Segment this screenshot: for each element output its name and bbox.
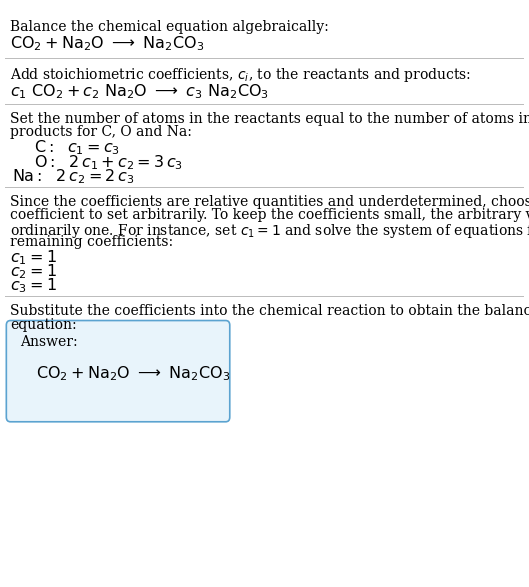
Text: equation:: equation:: [11, 318, 77, 332]
Text: Balance the chemical equation algebraically:: Balance the chemical equation algebraica…: [11, 20, 329, 34]
Text: $c_1\ \mathrm{CO_2} + c_2\ \mathrm{Na_2O}\ \longrightarrow\ c_3\ \mathrm{Na_2CO_: $c_1\ \mathrm{CO_2} + c_2\ \mathrm{Na_2O…: [11, 82, 270, 100]
Text: Set the number of atoms in the reactants equal to the number of atoms in the: Set the number of atoms in the reactants…: [11, 112, 529, 126]
Text: coefficient to set arbitrarily. To keep the coefficients small, the arbitrary va: coefficient to set arbitrarily. To keep …: [11, 208, 529, 222]
Text: $c_3 = 1$: $c_3 = 1$: [11, 276, 57, 295]
Text: $c_1 = 1$: $c_1 = 1$: [11, 249, 57, 267]
FancyBboxPatch shape: [6, 321, 230, 422]
Text: remaining coefficients:: remaining coefficients:: [11, 235, 174, 249]
Text: Since the coefficients are relative quantities and underdetermined, choose a: Since the coefficients are relative quan…: [11, 195, 529, 209]
Text: $\mathrm{CO_2 + Na_2O\ \longrightarrow\ Na_2CO_3}$: $\mathrm{CO_2 + Na_2O\ \longrightarrow\ …: [37, 365, 231, 383]
Text: $c_2 = 1$: $c_2 = 1$: [11, 262, 57, 281]
Text: $\mathrm{C:}\ \ c_1 = c_3$: $\mathrm{C:}\ \ c_1 = c_3$: [34, 139, 120, 157]
Text: $\mathrm{CO_2 + Na_2O\ \longrightarrow\ Na_2CO_3}$: $\mathrm{CO_2 + Na_2O\ \longrightarrow\ …: [11, 35, 205, 53]
Text: ordinarily one. For instance, set $c_1 = 1$ and solve the system of equations fo: ordinarily one. For instance, set $c_1 =…: [11, 221, 529, 239]
Text: products for C, O and Na:: products for C, O and Na:: [11, 125, 193, 139]
Text: $\mathrm{Na:}\ \ 2\,c_2 = 2\,c_3$: $\mathrm{Na:}\ \ 2\,c_2 = 2\,c_3$: [12, 167, 134, 186]
Text: Substitute the coefficients into the chemical reaction to obtain the balanced: Substitute the coefficients into the che…: [11, 305, 529, 318]
Text: Answer:: Answer:: [20, 336, 77, 349]
Text: Add stoichiometric coefficients, $c_i$, to the reactants and products:: Add stoichiometric coefficients, $c_i$, …: [11, 66, 471, 84]
Text: $\mathrm{O:}\ \ 2\,c_1 + c_2 = 3\,c_3$: $\mathrm{O:}\ \ 2\,c_1 + c_2 = 3\,c_3$: [34, 153, 183, 172]
